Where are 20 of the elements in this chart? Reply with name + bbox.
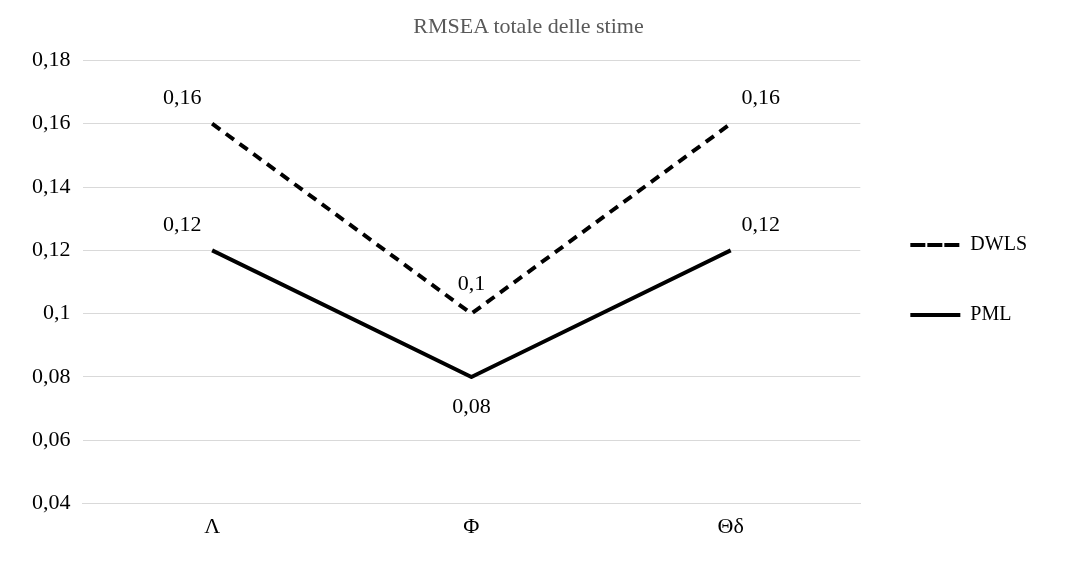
legend-label: PML xyxy=(970,302,1012,325)
x-tick-label: Λ xyxy=(204,512,221,538)
y-tick-label: 0,16 xyxy=(32,109,71,135)
x-tick-label: Θδ xyxy=(717,512,744,538)
y-tick-label: 0,12 xyxy=(32,236,71,262)
y-tick-label: 0,08 xyxy=(32,362,71,388)
data-label: 0,16 xyxy=(162,84,202,110)
y-tick-label: 0,18 xyxy=(32,46,71,72)
x-tick-label: Φ xyxy=(463,512,480,538)
chart-title: RMSEA totale delle stime xyxy=(413,12,644,38)
y-tick-label: 0,04 xyxy=(32,489,71,515)
y-tick-label: 0,1 xyxy=(43,299,71,325)
legend-label: DWLS xyxy=(970,232,1028,255)
data-label: 0,16 xyxy=(741,84,780,110)
data-label: 0,12 xyxy=(162,211,202,237)
data-label: 0,1 xyxy=(457,270,486,296)
y-tick-label: 0,14 xyxy=(32,172,71,198)
data-label: 0,12 xyxy=(741,211,780,237)
data-label: 0,08 xyxy=(452,392,491,418)
y-tick-label: 0,06 xyxy=(32,426,71,452)
